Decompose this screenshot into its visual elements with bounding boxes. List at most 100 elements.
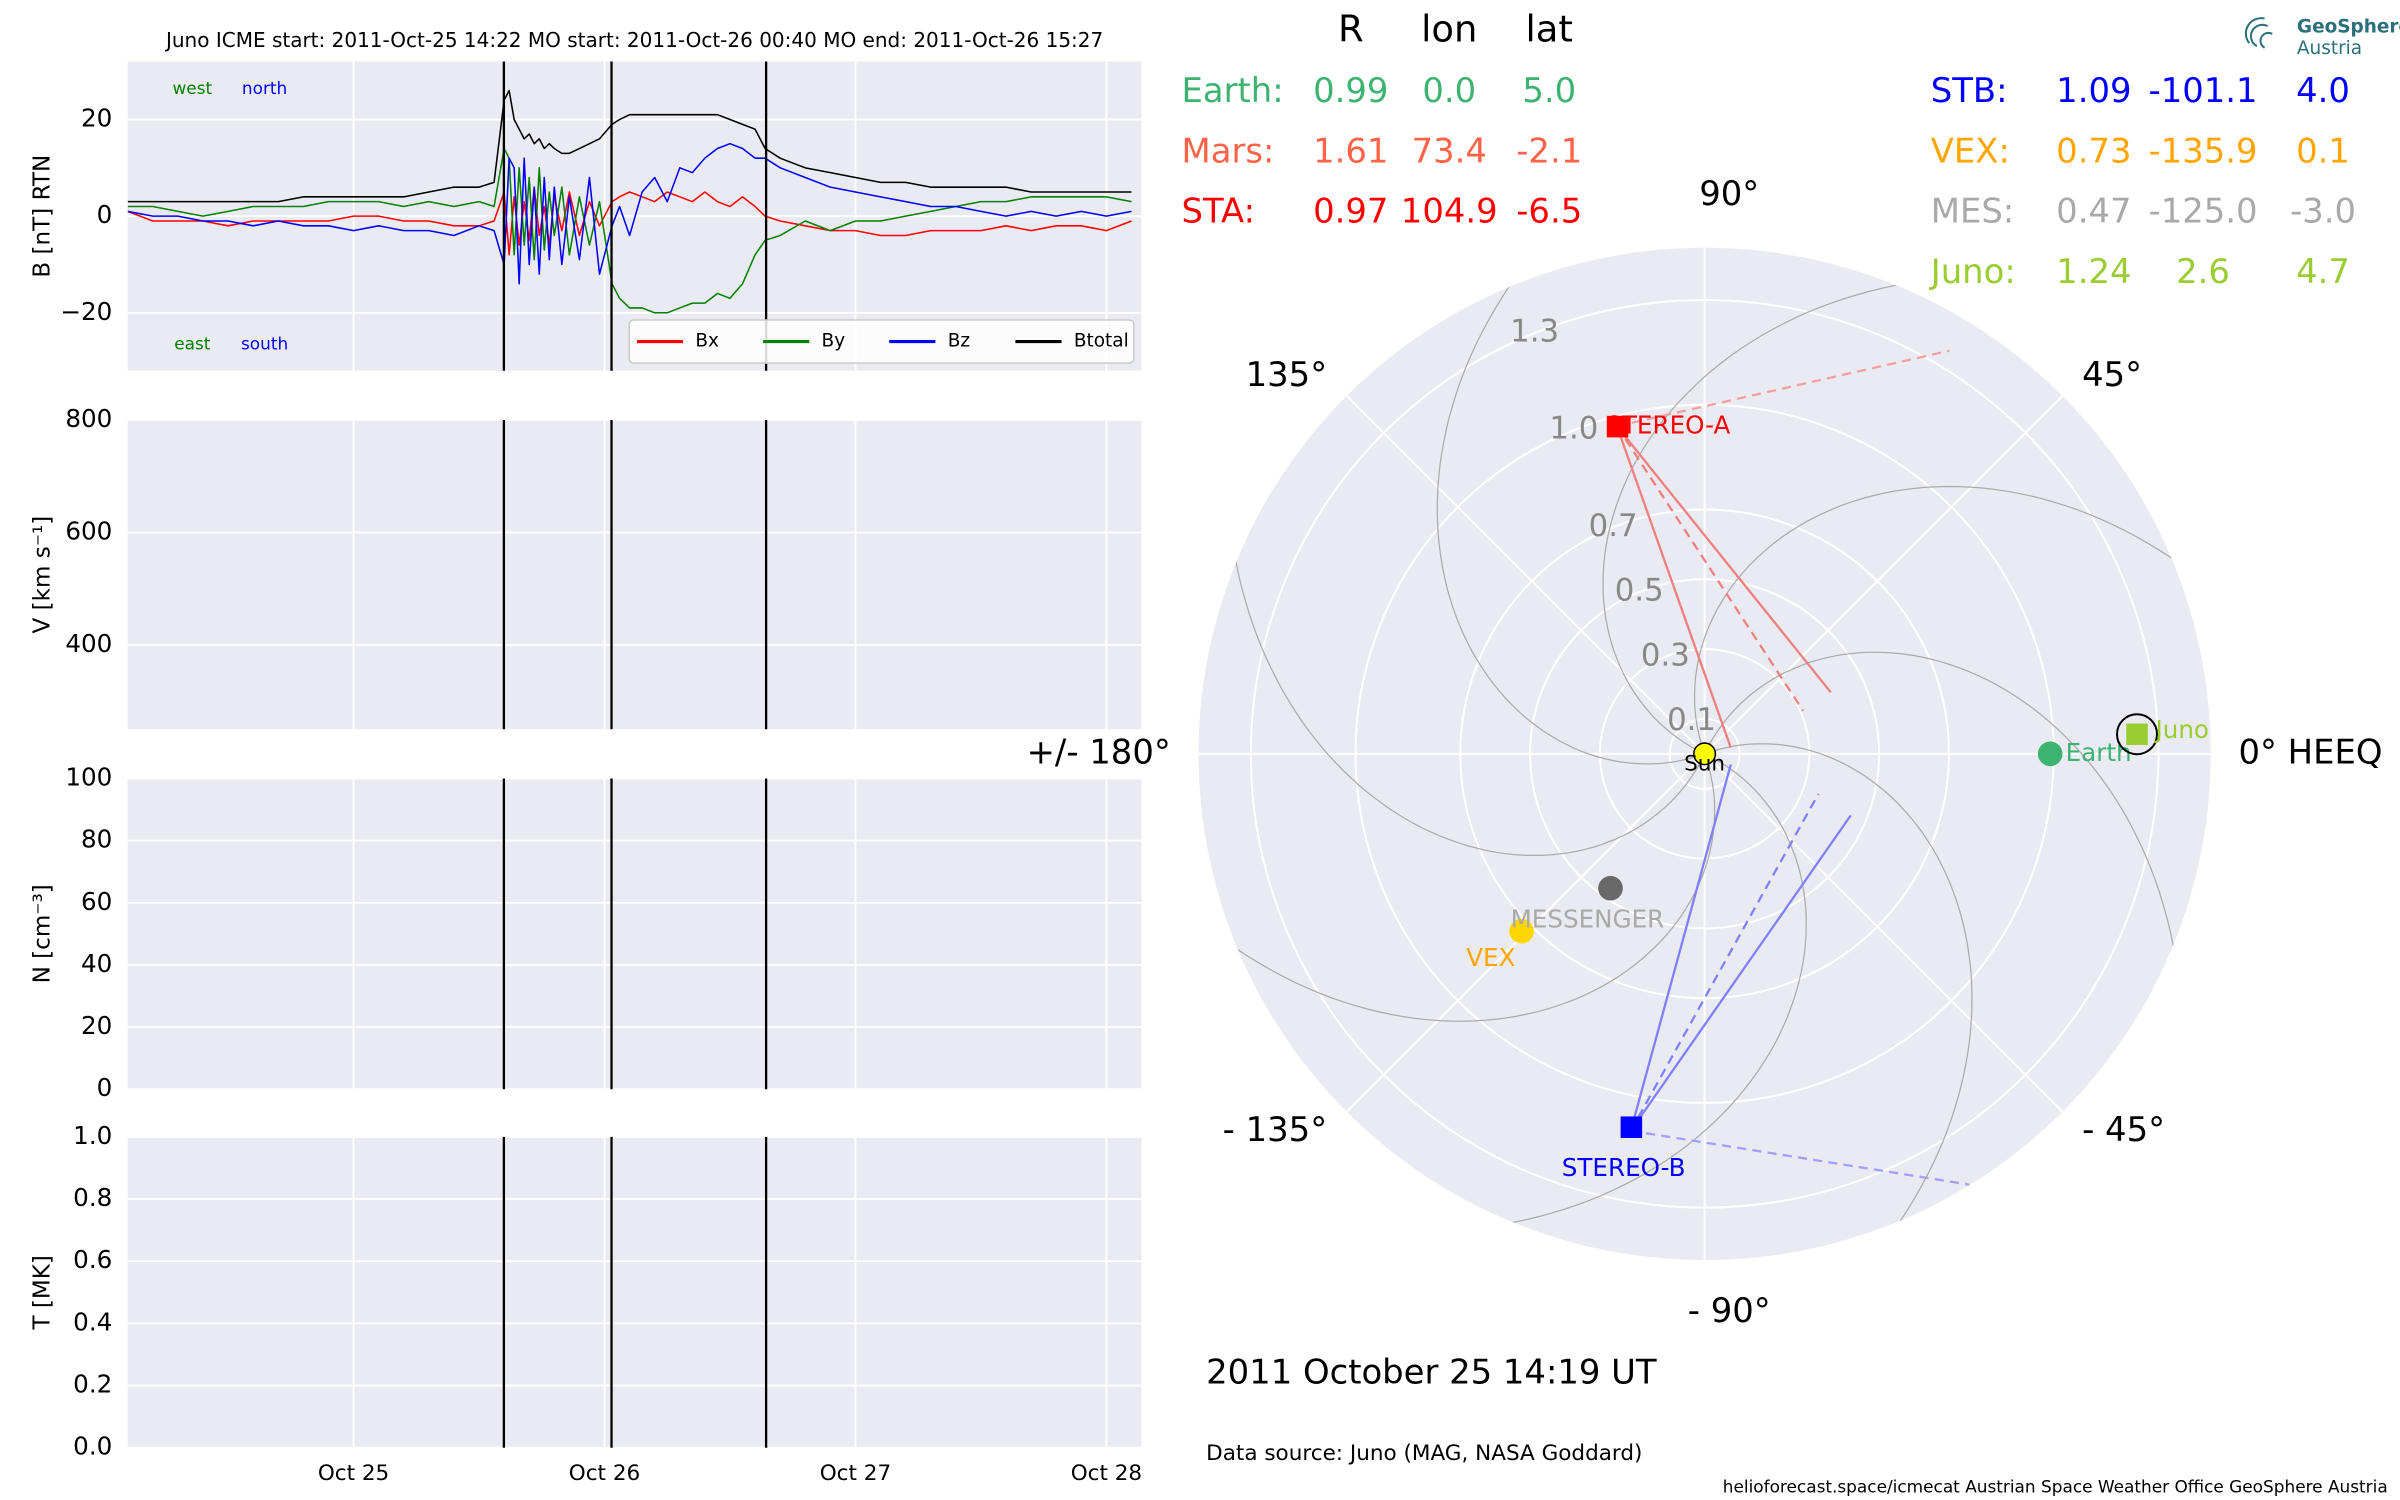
fov-line bbox=[1616, 425, 1832, 694]
table-row-label: STA: bbox=[1182, 192, 1255, 231]
theta-tick-label: - 90° bbox=[1688, 1291, 1771, 1330]
table-header: R bbox=[1338, 7, 1364, 50]
table-value: -6.5 bbox=[1516, 192, 1582, 231]
theta-tick-label: - 135° bbox=[1223, 1110, 1327, 1149]
legend-label: By bbox=[822, 331, 846, 352]
y-tick-label: 80 bbox=[81, 825, 112, 854]
series-line bbox=[127, 147, 1132, 314]
annotation: north bbox=[242, 78, 287, 98]
panel-background bbox=[127, 778, 1142, 1090]
highlight-ring bbox=[2116, 713, 2159, 756]
table-value: 104.9 bbox=[1401, 192, 1498, 231]
body-marker bbox=[1509, 918, 1534, 944]
y-tick-label: 60 bbox=[81, 887, 112, 916]
theta-grid-line bbox=[1703, 753, 2064, 1113]
fov-line bbox=[1615, 425, 1805, 712]
y-axis-label: B [nT] RTN bbox=[30, 155, 56, 278]
table-value: -135.9 bbox=[2149, 131, 2258, 170]
body-marker bbox=[1620, 1116, 1643, 1138]
fov-line bbox=[1629, 793, 1820, 1132]
body-label: Juno bbox=[2153, 715, 2209, 744]
panel-background bbox=[127, 1136, 1142, 1448]
y-tick-label: 0 bbox=[97, 200, 113, 229]
footer-label: helioforecast.space/icmecat Austrian Spa… bbox=[1723, 1477, 2388, 1497]
legend: Bx By Bz Btotal bbox=[628, 319, 1135, 364]
table-row-label: VEX: bbox=[1931, 131, 2010, 170]
table-value: 73.4 bbox=[1412, 131, 1487, 170]
theta-grid-line bbox=[1703, 395, 2064, 755]
table-value: 4.0 bbox=[2296, 71, 2350, 110]
time-series-panels: −20 0 20 B [nT] RTN Juno ICME start: 2011-Oc… bbox=[30, 28, 1143, 1486]
y-axis-label: N [cm⁻³] bbox=[30, 884, 56, 983]
annotation: east bbox=[174, 334, 211, 354]
field-of-view-lines bbox=[1615, 349, 1970, 1186]
y-tick-label: 800 bbox=[65, 404, 112, 433]
table-value: 1.09 bbox=[2056, 71, 2131, 110]
legend-label: Bx bbox=[695, 331, 719, 352]
table-value: 0.99 bbox=[1313, 71, 1388, 110]
table-value: 1.61 bbox=[1313, 131, 1388, 170]
figure-texts: 2011 October 25 14:19 UT Data source: Ju… bbox=[1206, 17, 2400, 1497]
table-value: -101.1 bbox=[2149, 71, 2258, 110]
table-value: -2.1 bbox=[1516, 131, 1582, 170]
r-tick-label: 0.7 bbox=[1589, 508, 1638, 544]
theta-tick-label: +/- 180° bbox=[1027, 732, 1171, 771]
y-tick-label: 0.2 bbox=[73, 1370, 112, 1399]
table-header: lon bbox=[1421, 7, 1477, 50]
y-tick-label: 1.0 bbox=[73, 1121, 112, 1150]
theta-tick-label: 135° bbox=[1246, 355, 1327, 394]
source-label: Data source: Juno (MAG, NASA Goddard) bbox=[1206, 1441, 1642, 1466]
panel: Oct 25 Oct 26 Oct 27 Oct 28 0.0 0.2 0.4 0.6 0.8 1… bbox=[30, 1121, 1143, 1486]
y-tick-label: 0 bbox=[97, 1073, 113, 1102]
panel: −20 0 20 B [nT] RTN Juno ICME start: 2011-Oc… bbox=[30, 28, 1142, 371]
theta-tick-label: 0° HEEQ bbox=[2238, 732, 2382, 771]
table-value: 1.24 bbox=[2056, 252, 2131, 291]
table-header: lat bbox=[1526, 7, 1573, 50]
fov-line bbox=[1629, 814, 1852, 1132]
y-tick-label: 0.8 bbox=[73, 1183, 112, 1212]
x-tick-label: Oct 26 bbox=[569, 1461, 640, 1486]
body-label: MESSENGER bbox=[1511, 905, 1665, 934]
y-tick-label: 400 bbox=[65, 629, 112, 658]
theta-tick-label: 45° bbox=[2082, 355, 2142, 394]
table-value: 0.73 bbox=[2056, 131, 2131, 170]
panel: 400 600 800 V [km s⁻¹] bbox=[30, 404, 1142, 730]
series-line bbox=[127, 89, 1132, 203]
r-tick-label: 0.1 bbox=[1667, 702, 1716, 738]
table-value: -3.0 bbox=[2290, 192, 2356, 231]
body-label: STEREO-A bbox=[1606, 411, 1730, 440]
y-tick-label: 40 bbox=[81, 949, 112, 978]
fov-line bbox=[1615, 425, 1732, 749]
body-marker bbox=[2037, 741, 2063, 767]
fov-line bbox=[1629, 764, 1732, 1132]
table-value: 5.0 bbox=[1522, 71, 1576, 110]
table-value: 4.7 bbox=[2296, 252, 2350, 291]
table-row-label: Mars: bbox=[1182, 131, 1275, 170]
legend-label: Btotal bbox=[1074, 331, 1129, 352]
panel: 0 20 40 60 80 100 N [cm⁻³] bbox=[30, 762, 1142, 1102]
body-marker bbox=[1606, 415, 1629, 438]
y-tick-label: −20 bbox=[60, 297, 112, 326]
table-value: 0.1 bbox=[2296, 131, 2350, 170]
series-line bbox=[127, 186, 1132, 256]
theta-tick-label: 90° bbox=[1699, 174, 1759, 213]
logo-icon bbox=[2244, 17, 2273, 49]
logo-arc bbox=[2244, 17, 2265, 44]
y-tick-label: 20 bbox=[81, 104, 112, 133]
date-label: 2011 October 25 14:19 UT bbox=[1206, 1352, 1657, 1391]
theta-tick-label: - 45° bbox=[2082, 1110, 2165, 1149]
y-tick-label: 100 bbox=[65, 762, 112, 791]
body-marker bbox=[1598, 875, 1623, 901]
sun-marker bbox=[1693, 742, 1717, 766]
y-tick-label: 0.0 bbox=[73, 1432, 112, 1461]
legend-label: Bz bbox=[948, 331, 970, 352]
body-label: Earth bbox=[2066, 738, 2132, 767]
y-tick-label: 0.4 bbox=[73, 1307, 112, 1336]
r-tick-label: 0.5 bbox=[1615, 573, 1664, 609]
table-value: 0.97 bbox=[1313, 192, 1388, 231]
polar-foreground: 0° HEEQ 45° 90° 135° +/- 180° - 135° - 90° - 45… bbox=[1027, 7, 2383, 1330]
y-tick-label: 600 bbox=[65, 516, 112, 545]
panel-title: Juno ICME start: 2011-Oct-25 14:22 MO st… bbox=[164, 28, 1103, 52]
table-value: 0.47 bbox=[2056, 192, 2131, 231]
